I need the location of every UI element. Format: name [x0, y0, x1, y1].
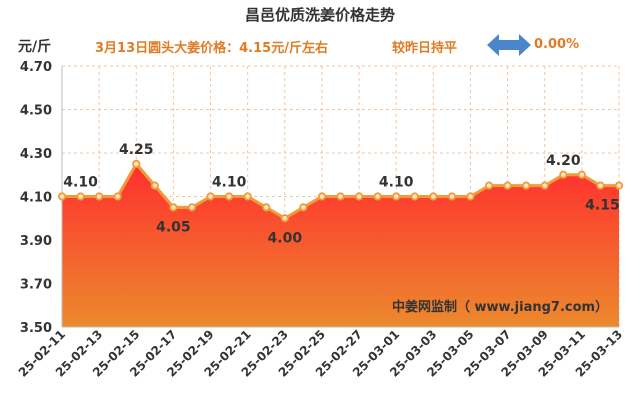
chart-title: 昌邑优质洗姜价格走势 — [244, 6, 395, 24]
price-info-text: 3月13日圆头大姜价格：4.15元/斤左右 — [95, 41, 328, 56]
data-point — [317, 192, 327, 201]
data-point — [280, 214, 289, 223]
y-tick-label: 3.70 — [20, 278, 52, 293]
y-tick-label: 4.50 — [20, 104, 52, 119]
data-point — [614, 181, 624, 190]
data-point — [503, 181, 512, 190]
data-point — [57, 192, 67, 201]
change-percent-text: 0.00% — [534, 37, 580, 52]
data-point — [559, 170, 568, 179]
data-point — [429, 192, 438, 201]
data-point — [225, 192, 234, 201]
data-point — [132, 159, 141, 168]
data-point — [410, 192, 419, 201]
watermark: 中姜网监制（ www.jiang7.com） — [392, 299, 608, 315]
y-tick-label: 4.30 — [20, 147, 52, 162]
y-tick-label: 3.90 — [20, 234, 52, 249]
y-tick-label: 4.70 — [20, 60, 52, 75]
data-point — [113, 192, 122, 201]
data-point — [336, 192, 345, 201]
data-point — [262, 203, 271, 212]
data-label: 4.20 — [546, 153, 581, 169]
data-point — [540, 181, 549, 190]
y-axis-unit: 元/斤 — [18, 39, 52, 55]
data-point — [522, 181, 531, 190]
data-label: 4.10 — [379, 175, 414, 191]
data-point — [206, 192, 215, 201]
data-point — [150, 181, 159, 190]
data-label: 4.15 — [585, 198, 620, 214]
data-point — [354, 192, 364, 201]
data-point — [596, 181, 605, 190]
data-point — [577, 170, 586, 179]
left-right-arrow-icon — [487, 34, 531, 56]
data-label: 4.00 — [268, 230, 303, 246]
data-label: 4.10 — [63, 175, 98, 191]
y-tick-label: 3.50 — [20, 321, 52, 336]
data-point — [187, 203, 197, 212]
data-point — [169, 203, 178, 212]
data-point — [299, 203, 308, 212]
data-label: 4.10 — [212, 175, 247, 191]
data-label: 4.25 — [119, 142, 154, 158]
y-tick-label: 4.10 — [20, 191, 52, 206]
data-label: 4.05 — [156, 219, 191, 235]
data-point — [373, 192, 382, 201]
data-point — [95, 192, 104, 201]
data-point — [466, 192, 475, 201]
data-point — [392, 192, 401, 201]
data-point — [447, 192, 456, 201]
data-point — [484, 181, 494, 190]
data-point — [76, 192, 85, 201]
comparison-text: 较昨日持平 — [392, 41, 458, 56]
data-point — [243, 192, 252, 201]
area-fill — [62, 163, 619, 327]
